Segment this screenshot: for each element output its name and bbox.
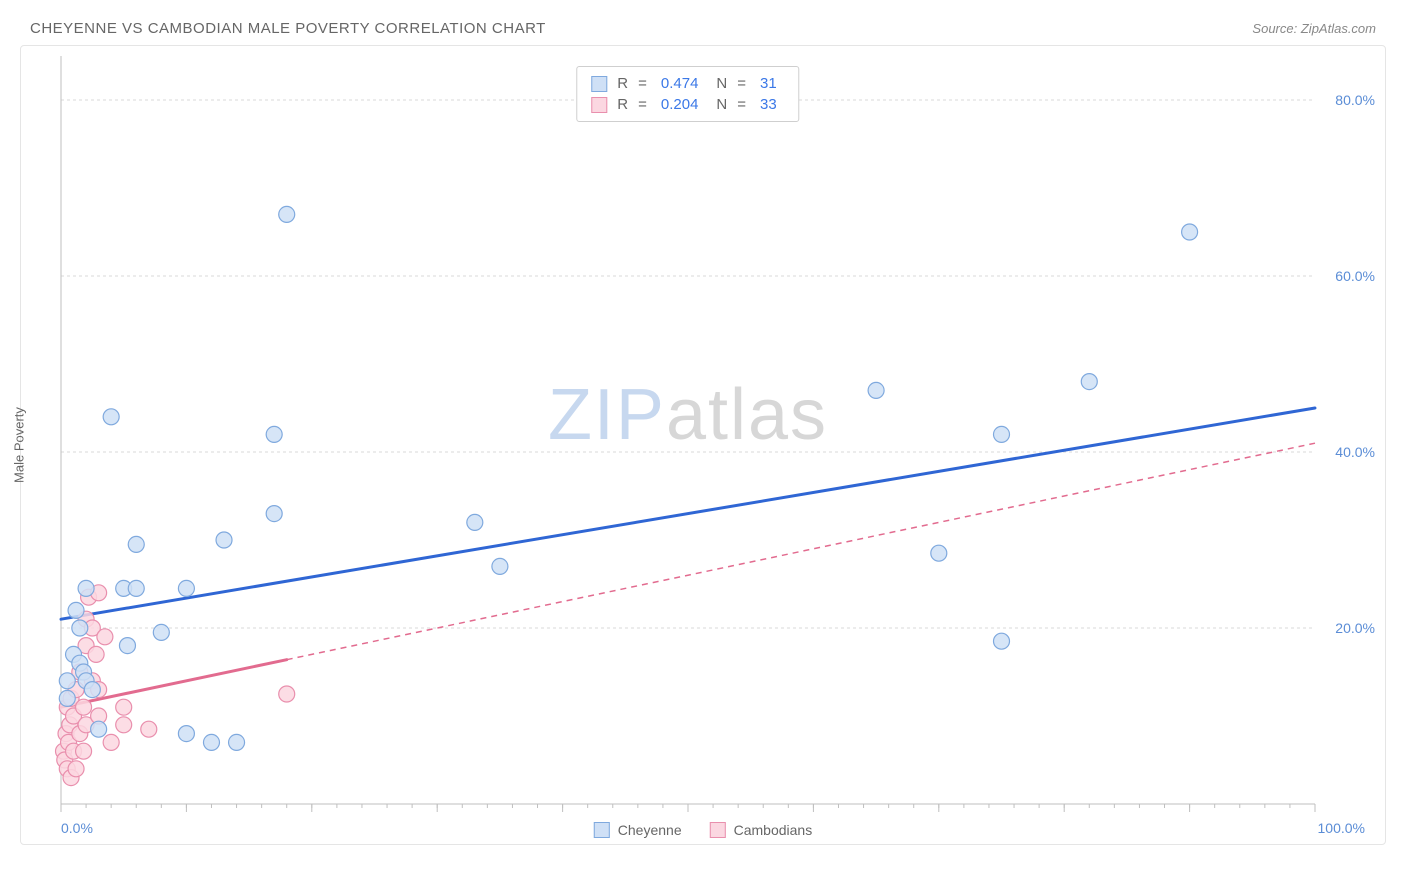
y-tick-label: 20.0% xyxy=(1335,620,1375,636)
legend-label-cheyenne: Cheyenne xyxy=(618,822,682,838)
y-axis-label: Male Poverty xyxy=(12,407,27,483)
stat-r-cambodians: 0.204 xyxy=(661,96,699,113)
source-name: ZipAtlas.com xyxy=(1301,21,1376,36)
chart-header: CHEYENNE VS CAMBODIAN MALE POVERTY CORRE… xyxy=(20,20,1386,45)
chart-source: Source: ZipAtlas.com xyxy=(1252,21,1376,36)
chart-title: CHEYENNE VS CAMBODIAN MALE POVERTY CORRE… xyxy=(30,20,546,37)
stats-legend: R = 0.474 N = 31 R = 0.204 N = 33 xyxy=(576,66,799,122)
stat-eq: = xyxy=(638,96,647,113)
stat-n-label: N xyxy=(716,75,727,92)
x-tick-label-min: 0.0% xyxy=(61,820,93,836)
scatter-plot-svg xyxy=(61,56,1315,804)
stat-n-cheyenne: 31 xyxy=(760,75,777,92)
swatch-cambodians xyxy=(710,822,726,838)
stat-eq: = xyxy=(638,75,647,92)
stat-r-cheyenne: 0.474 xyxy=(661,75,699,92)
stat-n-cambodians: 33 xyxy=(760,96,777,113)
y-tick-label: 60.0% xyxy=(1335,268,1375,284)
swatch-cheyenne xyxy=(594,822,610,838)
plot-wrapper: Male Poverty ZIPatlas R = 0.474 N = 31 xyxy=(20,45,1386,845)
stat-r-label: R xyxy=(617,96,628,113)
y-tick-label: 80.0% xyxy=(1335,92,1375,108)
x-tick-label-max: 100.0% xyxy=(1318,820,1365,836)
legend-label-cambodians: Cambodians xyxy=(734,822,813,838)
stat-r-label: R xyxy=(617,75,628,92)
stat-eq: = xyxy=(737,96,746,113)
stats-row-cambodians: R = 0.204 N = 33 xyxy=(591,94,784,115)
legend-item-cheyenne: Cheyenne xyxy=(594,822,682,838)
stat-eq: = xyxy=(737,75,746,92)
source-label: Source: xyxy=(1252,21,1297,36)
bottom-legend: Cheyenne Cambodians xyxy=(594,822,812,838)
legend-item-cambodians: Cambodians xyxy=(710,822,813,838)
stats-row-cheyenne: R = 0.474 N = 31 xyxy=(591,73,784,94)
plot-area: ZIPatlas R = 0.474 N = 31 R = 0.204 xyxy=(61,56,1315,804)
chart-container: CHEYENNE VS CAMBODIAN MALE POVERTY CORRE… xyxy=(20,20,1386,872)
swatch-cheyenne xyxy=(591,76,607,92)
swatch-cambodians xyxy=(591,97,607,113)
stat-n-label: N xyxy=(716,96,727,113)
y-tick-label: 40.0% xyxy=(1335,444,1375,460)
